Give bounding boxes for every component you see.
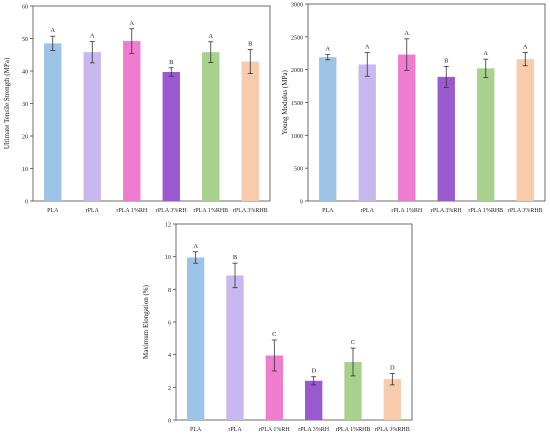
significance-label: D	[311, 368, 316, 375]
x-tick-label: PLA	[47, 208, 59, 214]
y-tick-label: 3000	[291, 3, 303, 9]
x-tick-label: rPLA 1%RHB	[468, 208, 503, 214]
significance-label: A	[90, 32, 95, 39]
x-tick-label: rPLA 3%RHB	[375, 427, 410, 433]
significance-label: A	[193, 243, 198, 250]
x-tick-label: rPLA	[361, 208, 375, 214]
bar	[187, 257, 205, 420]
y-tick-label: 10	[165, 255, 171, 261]
y-tick-label: 2000	[291, 68, 303, 74]
chart-svg: 0 2 4 6 8 10 12 Maximum Elongation (%) A PLA BrPLA…	[142, 223, 413, 433]
y-tick-label: 1000	[291, 134, 303, 140]
y-tick-label: 60	[22, 5, 28, 11]
chart-tensile-strength: 0 10 20 30 40 50 60 Ultimate Tensile Strength (…	[0, 0, 275, 218]
bar	[226, 275, 244, 420]
significance-label: A	[129, 20, 134, 27]
x-tick-label: rPLA 1%RH	[391, 208, 423, 214]
y-tick-label: 12	[165, 223, 171, 229]
chart-svg: 0 10 20 30 40 50 60 Ultimate Tensile Strength (…	[3, 5, 271, 214]
bar	[319, 57, 337, 201]
y-tick-label: 0	[25, 200, 28, 206]
bar	[477, 68, 495, 201]
significance-label: A	[325, 46, 330, 53]
y-tick-label: 0	[300, 200, 303, 206]
y-tick-label: 30	[22, 102, 28, 108]
x-tick-label: rPLA	[228, 427, 242, 433]
bar	[44, 43, 62, 201]
significance-label: C	[272, 331, 276, 338]
y-tick-label: 40	[22, 70, 28, 76]
significance-label: A	[523, 44, 528, 51]
x-tick-label: rPLA 1%RHB	[336, 427, 371, 433]
y-tick-label: 0	[168, 419, 171, 425]
bar	[162, 71, 180, 201]
significance-label: A	[50, 27, 55, 34]
x-tick-label: rPLA 3%RH	[431, 208, 463, 214]
significance-label: B	[444, 57, 449, 64]
x-tick-label: rPLA 3%RHB	[233, 208, 268, 214]
bar	[241, 61, 259, 202]
bar	[305, 380, 323, 420]
significance-label: C	[351, 339, 355, 346]
significance-label: A	[208, 33, 213, 40]
y-tick-label: 500	[294, 167, 303, 173]
y-axis-label: Maximum Elongation (%)	[142, 284, 150, 359]
plot-frame	[307, 3, 546, 202]
x-tick-label: PLA	[322, 208, 334, 214]
x-tick-label: rPLA 3%RH	[156, 208, 188, 214]
y-tick-label: 6	[168, 321, 171, 327]
y-tick-label: 2	[168, 386, 171, 392]
x-tick-label: PLA	[190, 427, 202, 433]
plot-frame	[32, 5, 271, 202]
significance-label: A	[404, 30, 409, 37]
bar	[383, 379, 401, 420]
bar	[358, 64, 376, 201]
chart-young-modulus: 0 500 1000 1500 2000 2500 3000 Young Modulus (M…	[275, 0, 550, 218]
bar	[265, 355, 283, 420]
significance-label: B	[248, 41, 253, 48]
x-tick-label: rPLA	[86, 208, 100, 214]
y-tick-label: 1500	[291, 101, 303, 107]
bar	[344, 362, 362, 420]
x-tick-label: rPLA 3%RH	[298, 427, 330, 433]
bar	[398, 54, 416, 202]
x-tick-label: rPLA 1%RHB	[193, 208, 228, 214]
bar	[83, 52, 101, 202]
significance-label: B	[233, 254, 238, 261]
bar	[123, 41, 141, 201]
plot-frame	[175, 223, 413, 421]
y-tick-label: 50	[22, 37, 28, 43]
y-tick-label: 2500	[291, 35, 303, 41]
y-axis-label: Young Modulus (MPa)	[281, 70, 289, 135]
x-tick-label: rPLA 1%RH	[116, 208, 148, 214]
bar	[437, 76, 455, 201]
significance-label: A	[365, 44, 370, 51]
significance-label: B	[169, 59, 174, 66]
y-tick-label: 4	[168, 353, 171, 359]
y-tick-label: 10	[22, 167, 28, 173]
y-tick-label: 8	[168, 288, 171, 294]
x-tick-label: rPLA 1%RH	[259, 427, 291, 433]
y-tick-label: 20	[22, 135, 28, 141]
chart-svg: 0 500 1000 1500 2000 2500 3000 Young Modulus (M…	[281, 3, 546, 214]
bar	[516, 59, 534, 201]
significance-label: A	[483, 50, 488, 57]
bar	[202, 52, 220, 202]
y-axis-label: Ultimate Tensile Strength (MPa)	[3, 57, 11, 149]
significance-label: D	[390, 364, 395, 371]
x-tick-label: rPLA 3%RHB	[508, 208, 543, 214]
